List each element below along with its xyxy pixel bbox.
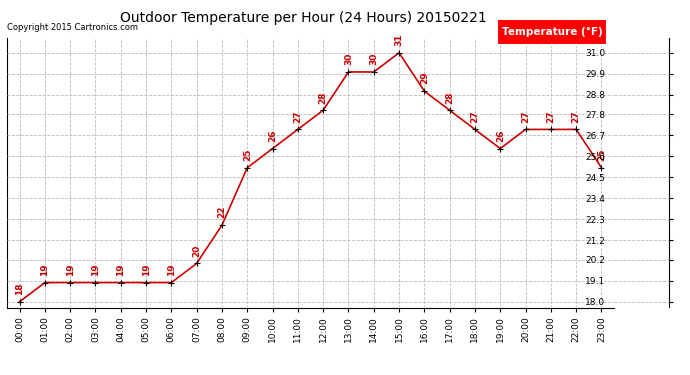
Text: 19: 19	[141, 263, 150, 276]
Text: 27: 27	[546, 110, 555, 123]
Text: 29: 29	[420, 72, 429, 84]
Text: 20: 20	[192, 244, 201, 257]
Text: Outdoor Temperature per Hour (24 Hours) 20150221: Outdoor Temperature per Hour (24 Hours) …	[120, 11, 487, 25]
Text: 27: 27	[471, 110, 480, 123]
Text: 19: 19	[91, 263, 100, 276]
Text: 25: 25	[243, 148, 252, 161]
Text: 19: 19	[66, 263, 75, 276]
Text: 30: 30	[344, 53, 353, 65]
Text: 25: 25	[597, 148, 606, 161]
Text: 18: 18	[15, 282, 24, 295]
Text: 28: 28	[445, 91, 454, 104]
Text: 27: 27	[571, 110, 581, 123]
Text: 31: 31	[395, 34, 404, 46]
Text: 27: 27	[293, 110, 302, 123]
Text: 27: 27	[521, 110, 530, 123]
Text: Temperature (°F): Temperature (°F)	[502, 27, 602, 37]
Text: 26: 26	[268, 129, 277, 142]
Text: 30: 30	[369, 53, 378, 65]
Text: 26: 26	[495, 129, 505, 142]
Text: Copyright 2015 Cartronics.com: Copyright 2015 Cartronics.com	[7, 23, 138, 32]
Text: 19: 19	[116, 263, 126, 276]
Text: 19: 19	[167, 263, 176, 276]
Text: 22: 22	[217, 206, 226, 219]
Text: 19: 19	[40, 263, 50, 276]
Text: 28: 28	[319, 91, 328, 104]
